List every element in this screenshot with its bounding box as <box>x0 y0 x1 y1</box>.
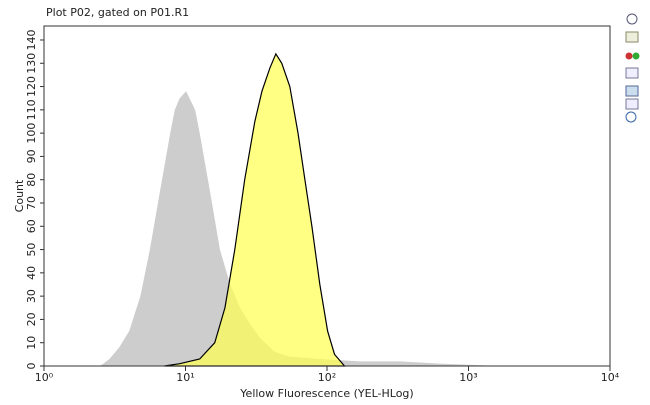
table-icon[interactable] <box>625 85 639 97</box>
x-tick-label: 10⁴ <box>601 371 620 384</box>
color-icon[interactable] <box>625 52 633 60</box>
toolbar <box>625 13 640 123</box>
y-tick-label: 50 <box>25 243 38 257</box>
y-tick-label: 140 <box>25 29 38 50</box>
y-tick-label: 100 <box>25 123 38 144</box>
zoom-icon[interactable] <box>626 13 638 25</box>
y-tick-label: 20 <box>25 312 38 326</box>
y-tick-label: 40 <box>25 266 38 280</box>
x-tick-label: 10³ <box>459 371 477 384</box>
chart-title: Plot P02, gated on P01.R1 <box>46 6 189 19</box>
copy-icon[interactable] <box>625 31 639 43</box>
search-icon[interactable] <box>625 111 637 123</box>
histogram-area <box>100 91 501 367</box>
color-icon-2 <box>632 52 640 60</box>
x-axis-label: Yellow Fluorescence (YEL-HLog) <box>239 387 413 400</box>
x-tick-label: 10² <box>318 371 336 384</box>
y-tick-label: 130 <box>25 53 38 74</box>
y-tick-label: 10 <box>25 336 38 350</box>
x-tick-label: 10⁰ <box>35 371 54 384</box>
export-icon[interactable] <box>625 67 639 79</box>
y-axis-label: Count <box>13 179 26 212</box>
y-tick-label: 30 <box>25 289 38 303</box>
y-tick-label: 70 <box>25 196 38 210</box>
y-tick-label: 60 <box>25 219 38 233</box>
y-tick-label: 120 <box>25 76 38 97</box>
x-tick-label: 10¹ <box>176 371 194 384</box>
y-tick-label: 110 <box>25 99 38 120</box>
y-tick-label: 80 <box>25 173 38 187</box>
doc-icon[interactable] <box>625 98 639 110</box>
y-tick-label: 0 <box>25 363 38 370</box>
y-tick-label: 90 <box>25 149 38 163</box>
histogram-area <box>164 52 346 367</box>
